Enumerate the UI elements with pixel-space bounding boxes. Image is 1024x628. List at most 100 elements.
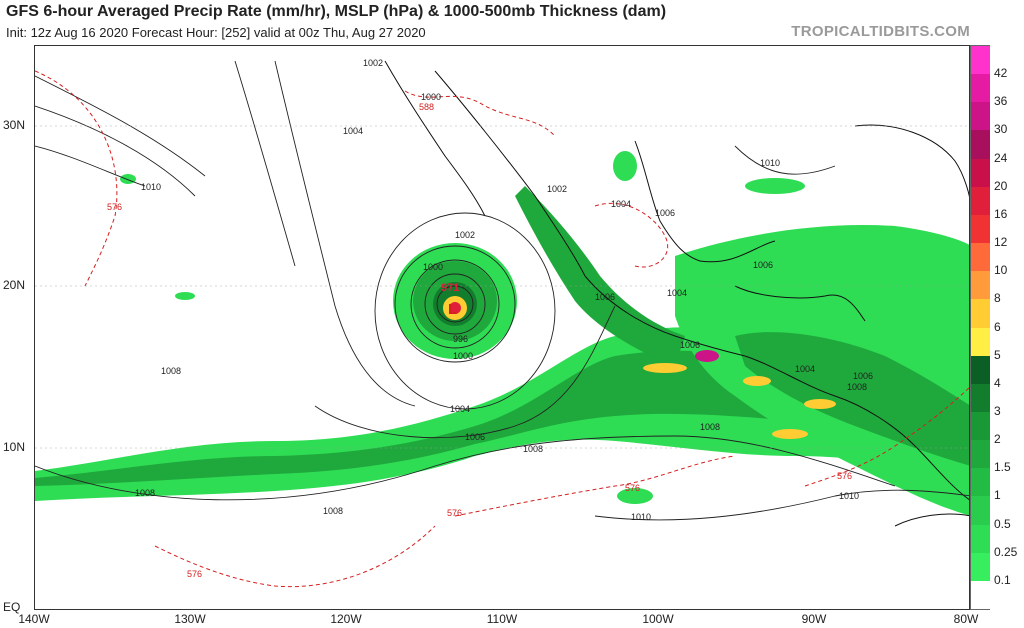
isobar-label: 1002 xyxy=(363,58,383,68)
colorbar-segment xyxy=(971,327,990,357)
isobar-ring-5 xyxy=(374,212,556,410)
colorbar-segment xyxy=(971,552,990,582)
map-label-layer: 1002 1000 1004 1010 1002 1002 1006 1000 … xyxy=(107,58,873,579)
isobar-label: 1010 xyxy=(631,512,651,522)
thickness-label: 576 xyxy=(107,202,122,212)
isobar-ring-4 xyxy=(394,245,516,363)
precip-central-america-core xyxy=(735,332,969,466)
colorbar-label: 16 xyxy=(994,206,1008,221)
coast-florida xyxy=(854,124,969,197)
lat-label-eq: EQ xyxy=(3,600,21,614)
colorbar-segment xyxy=(971,440,990,469)
isobar-label: 1004 xyxy=(450,404,470,414)
thickness-label: 576 xyxy=(837,471,852,481)
isobar-label: 1008 xyxy=(161,366,181,376)
coast-baja xyxy=(384,60,486,217)
isobar-label: 1010 xyxy=(141,182,161,192)
precip-cell-2 xyxy=(695,350,719,362)
isobar-label: 1006 xyxy=(595,292,615,302)
colorbar-segment xyxy=(971,411,990,441)
colorbar-segment xyxy=(971,580,990,610)
lat-label-20n: 20N xyxy=(3,278,26,292)
isobar-label: 1004 xyxy=(611,199,631,209)
colorbar-segment xyxy=(971,383,990,413)
thickness-label: 576 xyxy=(625,483,640,493)
lon-label-110w: 110W xyxy=(486,612,518,626)
lat-label-30n: 30N xyxy=(3,118,26,132)
isobar-label: 1006 xyxy=(655,208,675,218)
colorbar-label: 12 xyxy=(994,235,1008,250)
isobar-1010-west xyxy=(35,145,146,187)
colorbar-segment xyxy=(971,214,990,244)
coast-yucatan xyxy=(734,285,866,322)
colorbar-segment xyxy=(971,355,990,385)
colorbar-segment xyxy=(971,186,990,216)
weather-map: 1002 1000 1004 1010 1002 1002 1006 1000 … xyxy=(34,45,970,610)
isobar-label: 1004 xyxy=(667,288,687,298)
thickness-576-south xyxy=(154,525,436,588)
map-canvas: 1002 1000 1004 1010 1002 1002 1006 1000 … xyxy=(35,58,969,588)
colorbar-label: 4 xyxy=(994,375,1001,390)
colorbar-label: 24 xyxy=(994,150,1008,165)
precip-shower-3 xyxy=(613,151,637,181)
isobar-label: 1008 xyxy=(700,422,720,432)
isobar-label: 1008 xyxy=(523,444,543,454)
isobar-label: 1006 xyxy=(853,371,873,381)
thickness-layer xyxy=(35,70,969,588)
colorbar-label: 6 xyxy=(994,319,1001,334)
colorbar-label: 42 xyxy=(994,66,1008,81)
isobar-1008 xyxy=(35,435,896,501)
coast-south-america xyxy=(894,513,969,527)
colorbar-segment xyxy=(971,158,990,188)
isobar-label: 1008 xyxy=(135,488,155,498)
isobar-label: 1004 xyxy=(795,364,815,374)
lon-label-130w: 130W xyxy=(174,612,206,626)
chart-title: GFS 6-hour Averaged Precip Rate (mm/hr),… xyxy=(6,3,667,20)
lat-label-10n: 10N xyxy=(3,440,26,454)
isobar-north-2 xyxy=(35,105,196,197)
precip-cell-3 xyxy=(743,376,771,386)
colorbar-segment xyxy=(971,496,990,526)
colorbar-label: 0.5 xyxy=(994,516,1011,531)
precip-colorbar xyxy=(970,45,990,610)
colorbar-label: 36 xyxy=(994,94,1008,109)
lon-label-120w: 120W xyxy=(330,612,362,626)
isobar-label: 1002 xyxy=(547,184,567,194)
isobar-label: 1000 xyxy=(423,262,443,272)
colorbar-label: 0.1 xyxy=(994,572,1011,587)
low-pressure-value: 971 xyxy=(441,282,459,294)
brand-watermark: TROPICALTIDBITS.COM xyxy=(791,23,970,40)
chart-subtitle: Init: 12z Aug 16 2020 Forecast Hour: [25… xyxy=(6,25,426,40)
isobar-1010 xyxy=(594,489,969,521)
coast-gulf xyxy=(634,140,776,263)
colorbar-segment xyxy=(971,102,990,131)
coast-mexico-west xyxy=(434,70,746,357)
isobar-1006 xyxy=(314,305,616,439)
low-center-marker: L xyxy=(448,301,457,318)
precip-shower-4 xyxy=(745,178,805,194)
colorbar-segment xyxy=(971,46,990,75)
colorbar-segment xyxy=(971,468,990,497)
colorbar-label: 30 xyxy=(994,122,1008,137)
colorbar-label: 10 xyxy=(994,263,1008,278)
precip-shower-5 xyxy=(617,488,653,504)
isobar-north-1 xyxy=(35,75,206,177)
colorbar-label: 8 xyxy=(994,291,1001,306)
coast-central-america xyxy=(744,355,969,501)
thickness-label: 576 xyxy=(187,569,202,579)
precip-cell-5 xyxy=(772,429,808,439)
colorbar-label: 2 xyxy=(994,432,1001,447)
thickness-588-north xyxy=(404,90,556,137)
colorbar-label: 5 xyxy=(994,347,1001,362)
thickness-label: 588 xyxy=(419,102,434,112)
isobar-label: 996 xyxy=(453,334,468,344)
colorbar-segment xyxy=(971,243,990,272)
precip-layer xyxy=(35,151,969,516)
isobar-label: 1008 xyxy=(323,506,343,516)
isobar-label: 1002 xyxy=(455,230,475,240)
thickness-576-east xyxy=(804,387,969,487)
colorbar-label: 1.5 xyxy=(994,460,1011,475)
thickness-label: 576 xyxy=(447,508,462,518)
precip-shower-1 xyxy=(120,174,136,184)
colorbar-label: 1 xyxy=(994,488,1001,503)
